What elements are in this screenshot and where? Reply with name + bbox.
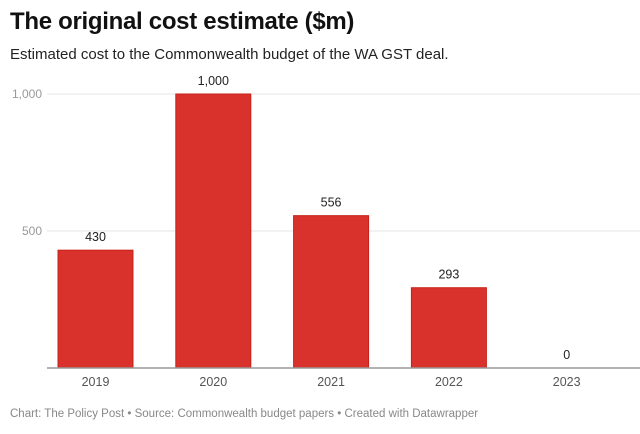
chart-footer: Chart: The Policy Post • Source: Commonw… [10, 408, 479, 420]
x-tick-label: 2019 [82, 375, 110, 389]
data-label: 1,000 [198, 74, 229, 88]
data-label: 0 [563, 348, 570, 362]
bar [410, 287, 487, 369]
data-label: 556 [321, 196, 342, 210]
chart-subtitle: Estimated cost to the Commonwealth budge… [10, 46, 449, 63]
chart-title: The original cost estimate ($m) [10, 8, 355, 35]
bar [293, 215, 370, 369]
data-label: 430 [85, 230, 106, 244]
y-tick-label: 1,000 [12, 87, 42, 101]
x-tick-label: 2021 [317, 375, 345, 389]
y-tick-label: 500 [22, 224, 42, 238]
bar [57, 249, 134, 369]
x-tick-label: 2022 [435, 375, 463, 389]
x-tick-label: 2023 [553, 375, 581, 389]
bar [175, 93, 252, 369]
data-label: 293 [438, 268, 459, 282]
x-tick-label: 2020 [199, 375, 227, 389]
